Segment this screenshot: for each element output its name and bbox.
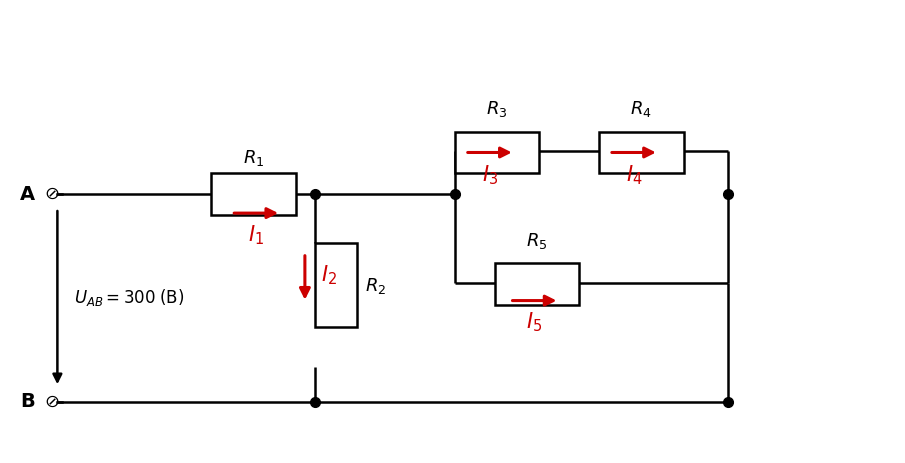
Text: B: B	[20, 393, 35, 412]
Text: $\!\oslash$: $\!\oslash$	[44, 185, 61, 203]
Text: A: A	[20, 185, 35, 204]
Text: $R_5$: $R_5$	[526, 231, 548, 251]
Text: $I_5$: $I_5$	[527, 311, 543, 334]
Bar	[212, 173, 296, 215]
Text: $I_2$: $I_2$	[320, 263, 337, 287]
Text: $I_1$: $I_1$	[248, 223, 264, 247]
Text: $R_4$: $R_4$	[630, 99, 652, 119]
Bar	[455, 131, 539, 173]
Bar	[495, 263, 579, 305]
Bar	[599, 131, 683, 173]
Bar	[315, 243, 357, 327]
Text: $R_2$: $R_2$	[365, 275, 386, 296]
Text: $I_4$: $I_4$	[625, 163, 643, 187]
Text: $\!\oslash$: $\!\oslash$	[44, 393, 61, 411]
Text: $R_3$: $R_3$	[486, 99, 508, 119]
Text: $R_1$: $R_1$	[243, 149, 264, 169]
Text: $U_{AB}=300\;(\text{В})$: $U_{AB}=300\;(\text{В})$	[74, 287, 185, 308]
Text: $I_3$: $I_3$	[481, 163, 498, 187]
